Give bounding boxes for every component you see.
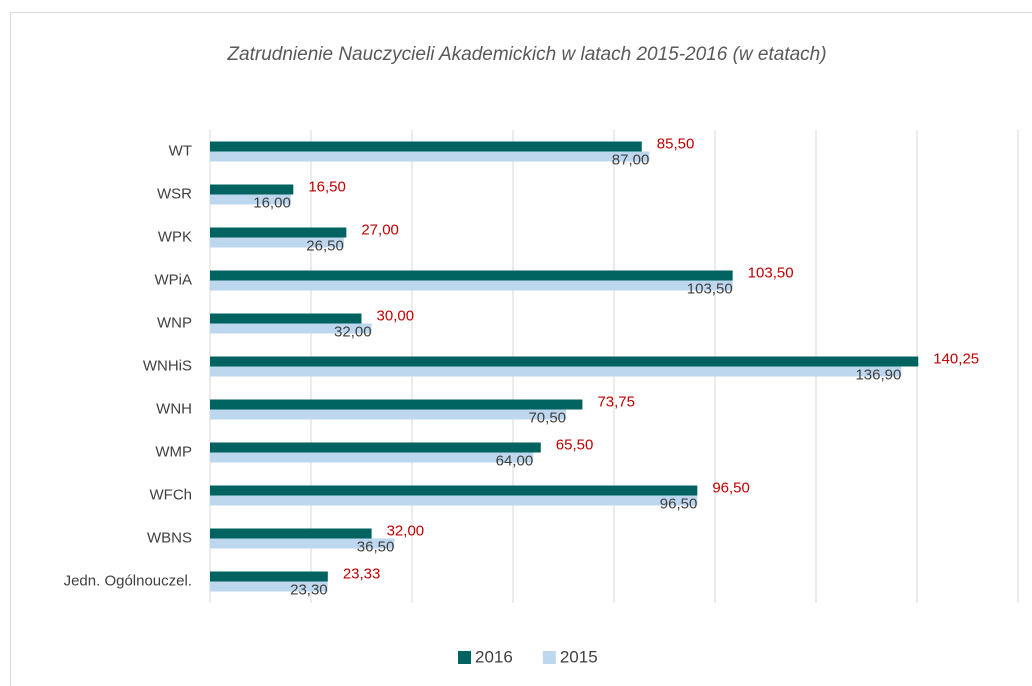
y-tick-label: WBNS xyxy=(147,529,192,546)
y-tick-label: WPK xyxy=(158,228,192,245)
bar xyxy=(210,571,328,582)
y-tick-label: WT xyxy=(169,142,192,159)
bar xyxy=(210,528,372,539)
y-tick-label: Jedn. Ogólnouczel. xyxy=(64,572,192,589)
bar xyxy=(210,495,698,506)
legend-swatch xyxy=(542,651,556,664)
data-label: 32,00 xyxy=(387,522,425,539)
bar xyxy=(210,270,733,281)
y-tick-label: WSR xyxy=(157,185,192,202)
bar xyxy=(210,485,698,496)
y-tick-label: WNHiS xyxy=(143,357,192,374)
data-label: 140,25 xyxy=(933,350,979,367)
bar xyxy=(210,452,534,463)
bar xyxy=(210,366,902,377)
bar xyxy=(210,399,583,410)
bar xyxy=(210,184,294,195)
bar xyxy=(210,227,347,238)
chart-frame xyxy=(10,12,1032,686)
bar xyxy=(210,356,919,367)
bar xyxy=(210,538,395,549)
bar xyxy=(210,141,642,152)
data-label: 23,33 xyxy=(343,565,381,582)
data-label: 30,00 xyxy=(377,307,415,324)
data-label: 27,00 xyxy=(361,221,399,238)
bar xyxy=(210,323,372,334)
bar xyxy=(210,409,567,420)
bar xyxy=(210,313,362,324)
y-tick-label: WNH xyxy=(156,400,192,417)
data-label: 103,50 xyxy=(748,264,794,281)
data-label: 103,50 xyxy=(687,280,733,297)
data-label: 23,30 xyxy=(290,581,328,598)
y-tick-label: WPiA xyxy=(155,271,193,288)
legend-label: 2015 xyxy=(560,647,598,666)
data-label: 36,50 xyxy=(357,538,395,555)
bar xyxy=(210,442,541,453)
data-label: 16,50 xyxy=(308,178,346,195)
y-tick-label: WNP xyxy=(157,314,192,331)
data-label: 96,50 xyxy=(712,479,750,496)
data-label: 64,00 xyxy=(496,452,534,469)
data-label: 136,90 xyxy=(855,366,901,383)
chart-title: Zatrudnienie Nauczycieli Akademickich w … xyxy=(226,44,826,65)
data-label: 65,50 xyxy=(556,436,594,453)
bar xyxy=(210,237,344,248)
bar xyxy=(210,194,291,205)
legend-label: 2016 xyxy=(475,647,513,666)
data-label: 96,50 xyxy=(660,495,698,512)
data-label: 85,50 xyxy=(657,135,695,152)
y-tick-label: WFCh xyxy=(150,486,193,503)
y-tick-label: WMP xyxy=(155,443,192,460)
data-label: 26,50 xyxy=(306,237,344,254)
bar xyxy=(210,280,733,291)
data-label: 70,50 xyxy=(528,409,566,426)
legend-swatch xyxy=(458,651,471,664)
bar xyxy=(210,151,650,162)
data-label: 32,00 xyxy=(334,323,372,340)
data-label: 87,00 xyxy=(612,151,650,168)
bar xyxy=(210,581,328,592)
data-label: 16,00 xyxy=(253,194,291,211)
data-label: 73,75 xyxy=(597,393,635,410)
